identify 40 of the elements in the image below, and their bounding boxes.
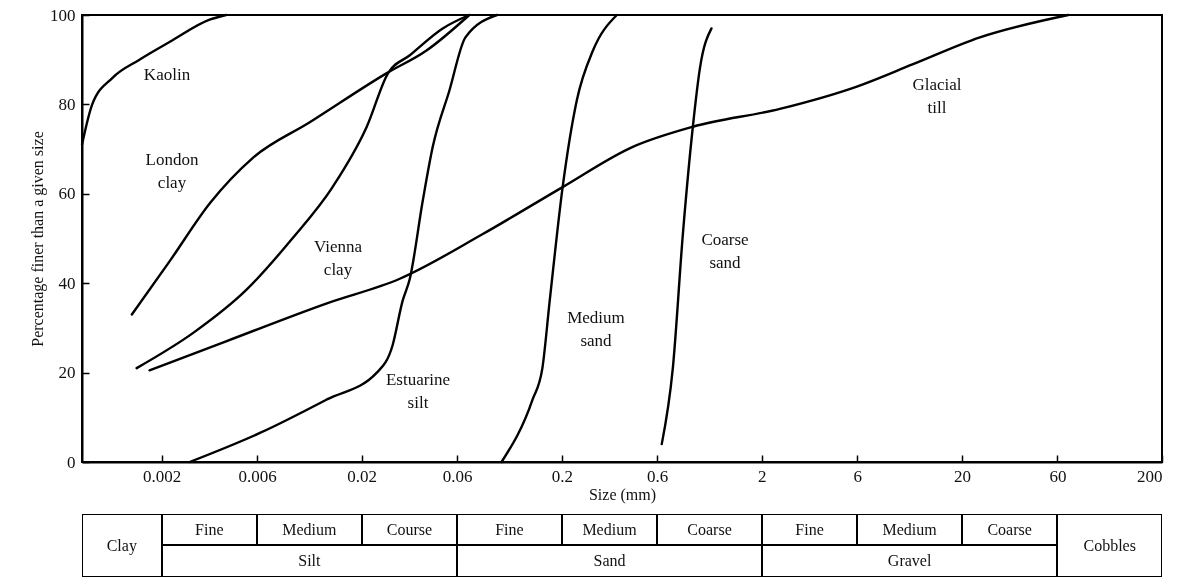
- text: Silt: [161, 545, 458, 577]
- text: Clay: [82, 514, 162, 577]
- x-tick-label: 0.6: [647, 466, 669, 486]
- x-tick-label: 0.02: [347, 466, 378, 486]
- text: Medium: [857, 514, 962, 545]
- x-tick-label: 0.002: [142, 466, 182, 486]
- text: Fine: [161, 514, 258, 545]
- series-label: Vienna clay: [313, 237, 363, 279]
- x-tick-label: 60: [1049, 466, 1067, 486]
- y-tick-label: 60: [58, 184, 76, 204]
- text: Fine: [761, 514, 858, 545]
- text: Coarse: [657, 514, 762, 545]
- text: Sand: [457, 545, 762, 577]
- series-label: Coarse sand: [701, 230, 749, 272]
- text: Gravel: [761, 545, 1058, 577]
- x-tick-label: 200: [1137, 466, 1163, 486]
- y-tick-label: 40: [58, 273, 76, 293]
- y-tick-label: 100: [50, 5, 76, 25]
- series-label: Medium sand: [567, 308, 625, 350]
- text: Course: [361, 514, 458, 545]
- text: Fine: [457, 514, 562, 545]
- text: Cobbles: [1057, 514, 1162, 577]
- series-label: Estuarine silt: [385, 370, 451, 412]
- series-label: London clay: [145, 150, 199, 192]
- text: Medium: [257, 514, 362, 545]
- x-tick-label: 0.2: [551, 466, 573, 486]
- y-axis-title: Percentage finer than a given size: [29, 131, 47, 347]
- x-axis-title: Size (mm): [588, 485, 657, 504]
- x-tick-label: 2: [758, 466, 767, 486]
- x-tick-label: 0.06: [442, 466, 473, 486]
- x-tick-label: 6: [853, 466, 863, 486]
- x-tick-label: 20: [953, 466, 971, 486]
- y-tick-label: 20: [58, 363, 76, 383]
- text: Coarse: [961, 514, 1058, 545]
- y-tick-label: 80: [58, 94, 76, 114]
- series-label: Kaolin: [143, 65, 191, 84]
- x-tick-label: 0.006: [238, 466, 277, 486]
- series-label: Glacial till: [912, 75, 962, 117]
- text: Medium: [561, 514, 658, 545]
- y-tick-label: 0: [67, 452, 76, 472]
